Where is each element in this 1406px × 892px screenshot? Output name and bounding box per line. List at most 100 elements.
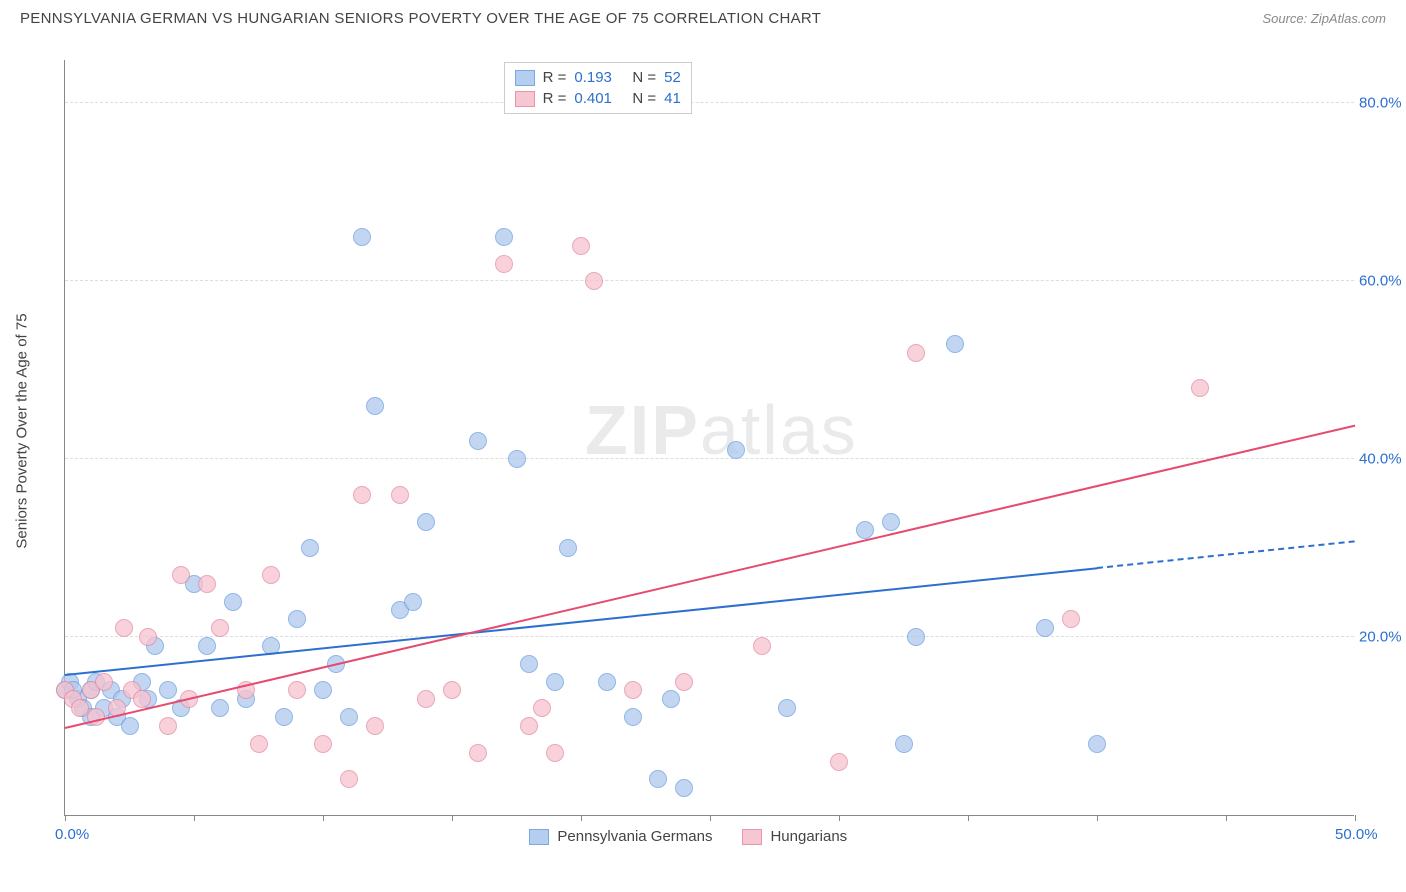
data-point <box>314 735 332 753</box>
r-label: R = <box>543 90 567 107</box>
legend-swatch <box>742 829 762 845</box>
data-point <box>391 486 409 504</box>
data-point <box>1036 619 1054 637</box>
gridline <box>65 636 1354 637</box>
gridline <box>65 458 1354 459</box>
data-point <box>546 673 564 691</box>
y-tick-label: 80.0% <box>1359 95 1406 112</box>
data-point <box>133 690 151 708</box>
data-point <box>675 779 693 797</box>
data-point <box>624 681 642 699</box>
data-point <box>366 397 384 415</box>
data-point <box>727 441 745 459</box>
data-point <box>469 744 487 762</box>
legend-swatch <box>515 91 535 107</box>
data-point <box>224 593 242 611</box>
data-point <box>1088 735 1106 753</box>
data-point <box>159 681 177 699</box>
gridline <box>65 102 1354 103</box>
data-point <box>250 735 268 753</box>
x-tick <box>1097 815 1098 821</box>
data-point <box>95 673 113 691</box>
x-tick <box>194 815 195 821</box>
data-point <box>946 335 964 353</box>
r-value: 0.193 <box>574 69 624 86</box>
data-point <box>778 699 796 717</box>
data-point <box>121 717 139 735</box>
data-point <box>598 673 616 691</box>
title-bar: PENNSYLVANIA GERMAN VS HUNGARIAN SENIORS… <box>0 0 1406 35</box>
n-label: N = <box>632 69 656 86</box>
legend-stats-row: R = 0.193 N = 52 <box>515 67 681 88</box>
x-tick <box>1226 815 1227 821</box>
data-point <box>211 699 229 717</box>
data-point <box>572 237 590 255</box>
data-point <box>753 637 771 655</box>
data-point <box>139 628 157 646</box>
data-point <box>340 770 358 788</box>
data-point <box>469 432 487 450</box>
data-point <box>533 699 551 717</box>
legend-series: Pennsylvania Germans Hungarians <box>529 828 847 845</box>
data-point <box>353 228 371 246</box>
legend-stats-row: R =0.401N =41 <box>515 88 681 109</box>
x-tick-label: 0.0% <box>55 826 89 843</box>
data-point <box>495 228 513 246</box>
data-point <box>340 708 358 726</box>
data-point <box>546 744 564 762</box>
data-point <box>443 681 461 699</box>
n-label: N = <box>632 90 656 107</box>
data-point <box>882 513 900 531</box>
r-value: 0.401 <box>574 90 624 107</box>
data-point <box>1062 610 1080 628</box>
data-point <box>559 539 577 557</box>
source-attribution: Source: ZipAtlas.com <box>1262 11 1386 26</box>
x-tick <box>710 815 711 821</box>
data-point <box>417 513 435 531</box>
data-point <box>895 735 913 753</box>
data-point <box>520 655 538 673</box>
data-point <box>314 681 332 699</box>
data-point <box>585 272 603 290</box>
data-point <box>662 690 680 708</box>
data-point <box>508 450 526 468</box>
n-value: 52 <box>664 69 681 86</box>
legend-stats: R =0.193N =52R =0.401N =41 <box>504 62 692 114</box>
data-point <box>675 673 693 691</box>
gridline <box>65 280 1354 281</box>
legend-label: Hungarians <box>770 828 847 845</box>
legend-item: Hungarians <box>742 828 847 845</box>
data-point <box>520 717 538 735</box>
data-point <box>288 681 306 699</box>
y-axis-label: Seniors Poverty Over the Age of 75 <box>14 313 31 548</box>
legend-swatch <box>529 829 549 845</box>
data-point <box>172 566 190 584</box>
x-tick <box>323 815 324 821</box>
x-tick-label: 50.0% <box>1335 826 1378 843</box>
data-point <box>301 539 319 557</box>
data-point <box>366 717 384 735</box>
data-point <box>856 521 874 539</box>
plot-wrap: Seniors Poverty Over the Age of 75 ZIPat… <box>44 46 1374 816</box>
legend-item: Pennsylvania Germans <box>529 828 712 845</box>
data-point <box>211 619 229 637</box>
x-tick <box>1355 815 1356 821</box>
x-tick <box>452 815 453 821</box>
trend-line <box>65 425 1355 729</box>
data-point <box>275 708 293 726</box>
legend-label: Pennsylvania Germans <box>557 828 712 845</box>
data-point <box>353 486 371 504</box>
data-point <box>262 566 280 584</box>
data-point <box>115 619 133 637</box>
data-point <box>907 628 925 646</box>
data-point <box>649 770 667 788</box>
chart-title: PENNSYLVANIA GERMAN VS HUNGARIAN SENIORS… <box>20 10 821 27</box>
trend-line <box>1097 540 1355 569</box>
x-tick <box>581 815 582 821</box>
r-label: R = <box>543 69 567 86</box>
data-point <box>830 753 848 771</box>
data-point <box>198 637 216 655</box>
data-point <box>907 344 925 362</box>
y-tick-label: 40.0% <box>1359 451 1406 468</box>
data-point <box>417 690 435 708</box>
